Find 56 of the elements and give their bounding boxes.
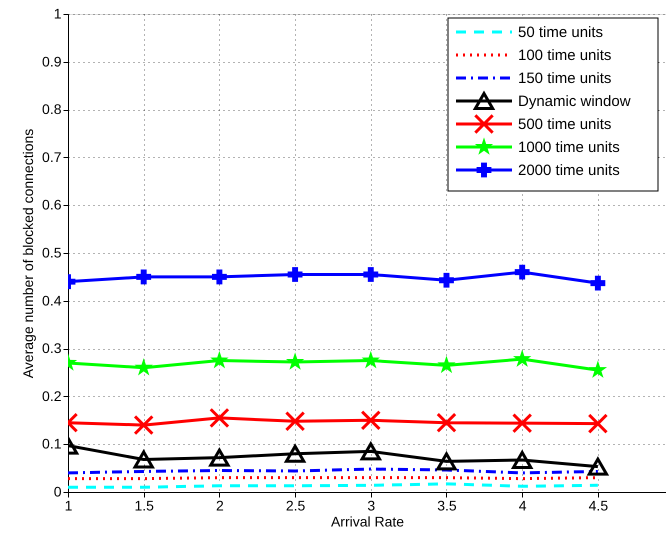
x-tick-label: 1.5 — [134, 498, 154, 514]
y-tick-label: 0.6 — [42, 196, 62, 213]
point — [209, 448, 230, 467]
x-tick-label: 4.5 — [588, 498, 608, 514]
point — [590, 276, 606, 291]
x-axis-title: Arrival Rate — [330, 514, 404, 530]
x-tick-label: 3 — [367, 498, 376, 514]
legend-label: 150 time units — [518, 70, 612, 87]
legend-label: Dynamic window — [518, 93, 631, 110]
point — [212, 269, 227, 284]
point — [363, 267, 378, 282]
legend-label: 1000 time units — [518, 139, 620, 156]
point — [513, 349, 532, 367]
point — [286, 352, 304, 370]
point — [209, 408, 230, 428]
point — [288, 267, 303, 282]
x-tick-label: 2.5 — [286, 498, 306, 514]
point — [362, 350, 380, 368]
point — [512, 413, 532, 434]
point — [134, 450, 154, 468]
y-tick-label: 1 — [54, 6, 62, 22]
point — [437, 356, 456, 374]
x-tick-label: 3.5 — [437, 498, 457, 514]
y-tick-label: 0.1 — [42, 436, 62, 452]
point — [284, 444, 306, 463]
y-tick-label: 0.3 — [42, 340, 62, 356]
legend-label: 500 time units — [518, 116, 612, 133]
point — [360, 442, 381, 460]
y-tick-label: 0.5 — [42, 244, 62, 260]
point — [436, 412, 457, 433]
y-tick-label: 0.9 — [42, 53, 62, 70]
point — [439, 272, 454, 288]
y-tick-label: 0 — [54, 484, 62, 500]
legend-label: 100 time units — [518, 47, 612, 64]
point — [514, 264, 530, 280]
y-axis-title: Average number of blocked connections — [20, 128, 36, 378]
point — [588, 360, 608, 378]
point — [436, 452, 457, 470]
y-tick-label: 0.4 — [42, 292, 62, 308]
y-tick-label: 0.8 — [42, 101, 62, 118]
point — [134, 358, 153, 376]
y-tick-label: 0.7 — [42, 148, 62, 165]
point — [134, 414, 154, 436]
point — [360, 410, 381, 430]
legend-label: 2000 time units — [518, 162, 620, 179]
point — [210, 350, 229, 368]
point — [512, 450, 532, 469]
point — [588, 413, 608, 434]
y-tick-label: 0.2 — [42, 388, 62, 404]
point — [136, 269, 152, 284]
x-tick-label: 2 — [216, 498, 224, 514]
legend-label: 50 time units — [518, 24, 604, 41]
x-tick-label: 1 — [64, 498, 73, 514]
x-tick-label: 4 — [518, 498, 527, 514]
point — [284, 411, 306, 432]
point — [588, 458, 608, 476]
